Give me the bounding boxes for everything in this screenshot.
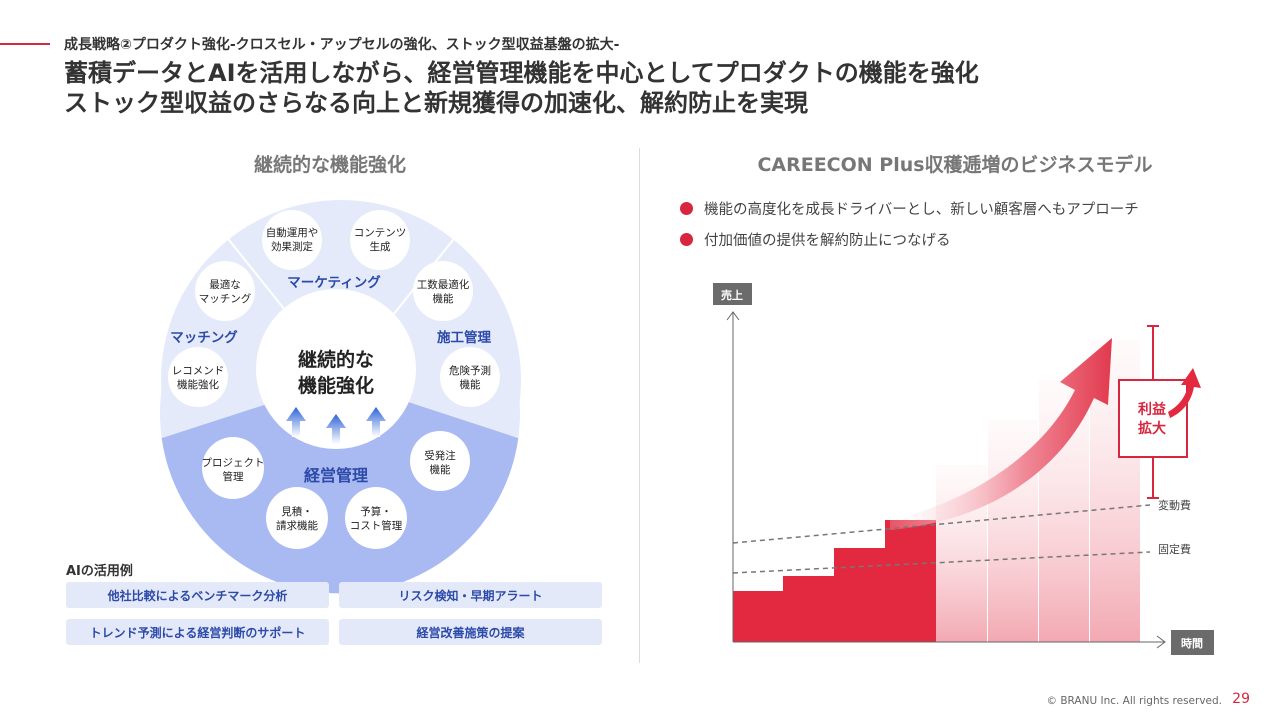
variable-cost-line (732, 504, 1151, 544)
feature-text: 最適な (209, 278, 241, 291)
left-section-title: 継続的な機能強化 (253, 154, 406, 176)
ai-example-box: トレンド予測による経営判断のサポート (66, 619, 329, 645)
feature-text: コンテンツ (354, 227, 407, 239)
ai-examples-label: AIの活用例 (66, 564, 133, 579)
feature-text: 危険予測 (449, 364, 491, 377)
profit-box (1118, 379, 1188, 458)
feature-ring-diagram: 継続的な 機能強化 マーケティング マッチング 施工管理 経営管理 自動運用や … (159, 200, 521, 594)
growth-arrows (286, 407, 386, 444)
feature-text: 機能 (433, 292, 454, 305)
business-model-chart: 変動費 固定費 売上 時間 利益 拡大 (713, 283, 1214, 655)
feature-text: 生成 (370, 240, 391, 253)
accent-line (0, 43, 50, 45)
feature-text: 予算・ (360, 505, 392, 518)
fixed-cost-label: 固定費 (1158, 542, 1191, 556)
feature-optimal-matching: 最適な マッチング (195, 261, 255, 321)
slide-subtitle: 成長戦略②プロダクト強化-クロスセル・アップセルの強化、ストック型収益基盤の拡大… (64, 37, 620, 53)
profit-curve-arrow-icon (1168, 368, 1201, 418)
feature-project: プロジェクト 管理 (202, 437, 265, 499)
bullet-dot-icon (680, 202, 693, 215)
ai-example-box: 経営改善施策の提案 (339, 619, 602, 645)
ai-example-box: 他社比較によるベンチマーク分析 (66, 582, 329, 608)
headline-line-2: ストック型収益のさらなる向上と新規獲得の加速化、解約防止を実現 (64, 89, 808, 117)
y-axis-label-box (713, 283, 752, 305)
feature-estimate: 見積・ 請求機能 (266, 487, 328, 549)
footer-copyright: © BRANU Inc. All rights reserved. (1046, 695, 1222, 707)
x-axis-arrow-icon (1156, 635, 1166, 649)
feature-text: 機能 (460, 378, 481, 391)
up-arrow-icon (286, 407, 306, 437)
ai-example-box: リスク検知・早期アラート (339, 582, 602, 608)
feature-auto-ops: 自動運用や 効果測定 (262, 210, 322, 270)
variable-cost-label: 変動費 (1158, 498, 1191, 512)
center-text-line-2: 機能強化 (298, 374, 374, 397)
feature-text: 効果測定 (271, 240, 313, 253)
bullet-dot-icon (680, 233, 693, 246)
page-number: 29 (1232, 691, 1250, 707)
column-divider (639, 148, 640, 663)
bullet-item: 機能の高度化を成長ドライバーとし、新しい顧客層へもアプローチ (680, 198, 1139, 219)
x-axis-label: 時間 (1181, 636, 1203, 650)
bullet-text: 機能の高度化を成長ドライバーとし、新しい顧客層へもアプローチ (704, 202, 1139, 218)
right-section-title: CAREECON Plus収穫逓増のビジネスモデル (757, 154, 1153, 176)
segment-label-management: 経営管理 (304, 466, 368, 485)
feature-text: 工数最適化 (417, 278, 470, 291)
feature-text: コスト管理 (350, 519, 403, 532)
bullet-item: 付加価値の提供を解約防止につなげる (680, 229, 951, 250)
slide-headline: 蓄積データとAIを活用しながら、経営管理機能を中心としてプロダクトの機能を強化 … (64, 58, 979, 118)
feature-text: レコメンド (172, 365, 225, 377)
y-axis-label: 売上 (721, 288, 743, 302)
feature-text: 請求機能 (276, 519, 318, 532)
feature-text: プロジェクト (202, 457, 265, 469)
headline-line-1: 蓄積データとAIを活用しながら、経営管理機能を中心としてプロダクトの機能を強化 (64, 59, 979, 87)
segment-label-marketing: マーケティング (287, 274, 381, 291)
feature-text: 受発注 (424, 449, 456, 462)
feature-text: 機能 (430, 463, 451, 476)
feature-order: 受発注 機能 (410, 431, 470, 491)
x-axis-label-box (1171, 630, 1214, 655)
feature-text: 見積・ (281, 505, 313, 518)
segment-label-construction: 施工管理 (437, 329, 491, 346)
revenue-steps (733, 520, 936, 642)
profit-label-line-2: 拡大 (1138, 420, 1166, 437)
feature-recommend: レコメンド 機能強化 (168, 347, 228, 407)
y-axis-arrow-icon (726, 311, 740, 321)
feature-budget: 予算・ コスト管理 (345, 487, 407, 549)
feature-text: マッチング (199, 292, 252, 305)
growth-arrow-icon (890, 338, 1112, 530)
profit-label-line-1: 利益 (1138, 401, 1166, 418)
up-arrow-icon (326, 414, 346, 444)
feature-risk-prediction: 危険予測 機能 (440, 347, 500, 407)
feature-workload: 工数最適化 機能 (413, 261, 473, 321)
center-text-line-1: 継続的な (298, 348, 374, 371)
bullet-text: 付加価値の提供を解約防止につなげる (704, 233, 951, 249)
feature-content: コンテンツ 生成 (350, 210, 410, 270)
segment-label-matching: マッチング (170, 329, 238, 346)
feature-text: 管理 (223, 470, 244, 483)
up-arrow-icon (366, 407, 386, 437)
feature-text: 機能強化 (177, 378, 219, 391)
fixed-cost-line (732, 551, 1151, 574)
feature-text: 自動運用や (266, 226, 319, 239)
